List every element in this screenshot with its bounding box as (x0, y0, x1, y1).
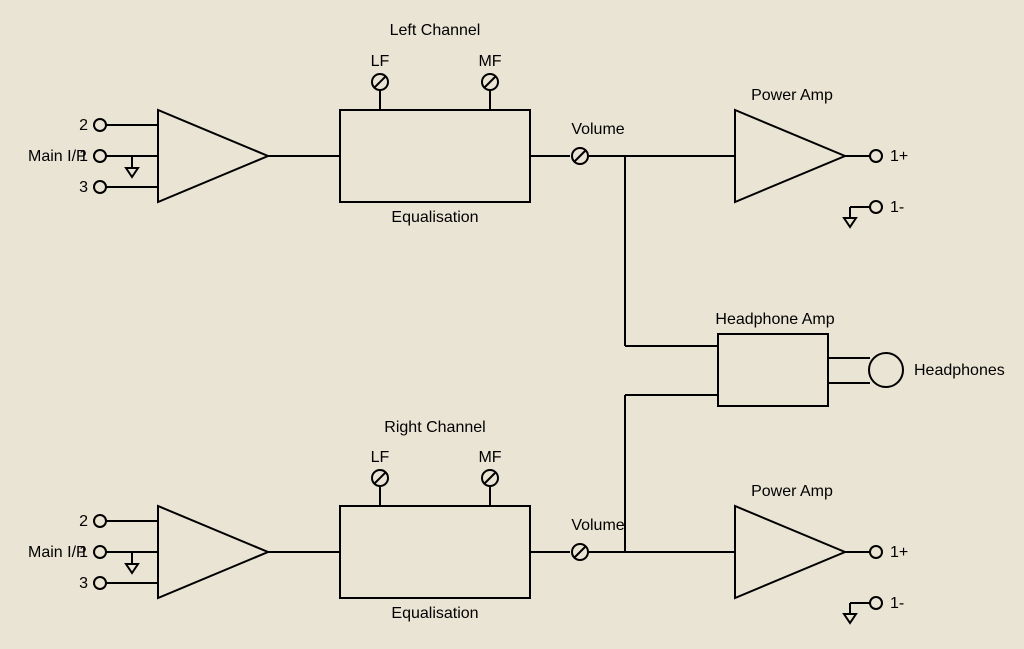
label-pin1_l: 1 (79, 148, 88, 165)
label-pin2_l: 2 (79, 117, 88, 134)
label-eq_r: Equalisation (391, 605, 478, 622)
label-hp_amp: Headphone Amp (715, 311, 834, 328)
label-main_ip_r: Main I/P (28, 544, 87, 561)
label-vol_l: Volume (571, 121, 624, 138)
label-op_r_plus: 1+ (890, 544, 908, 561)
label-pa_l: Power Amp (751, 87, 833, 104)
label-pa_r: Power Amp (751, 483, 833, 500)
label-vol_r: Volume (571, 517, 624, 534)
label-op_l_minus: 1- (890, 199, 904, 216)
label-op_r_minus: 1- (890, 595, 904, 612)
label-pin2_r: 2 (79, 513, 88, 530)
label-channel_right: Right Channel (384, 419, 485, 436)
label-op_l_plus: 1+ (890, 148, 908, 165)
label-eq_l: Equalisation (391, 209, 478, 226)
label-pin3_l: 3 (79, 179, 88, 196)
label-mf_r: MF (478, 449, 501, 466)
label-channel_left: Left Channel (390, 22, 481, 39)
label-lf_l: LF (371, 53, 390, 70)
label-pin1_r: 1 (79, 544, 88, 561)
label-mf_l: MF (478, 53, 501, 70)
label-main_ip_l: Main I/P (28, 148, 87, 165)
label-lf_r: LF (371, 449, 390, 466)
label-headphones: Headphones (914, 362, 1005, 379)
label-pin3_r: 3 (79, 575, 88, 592)
